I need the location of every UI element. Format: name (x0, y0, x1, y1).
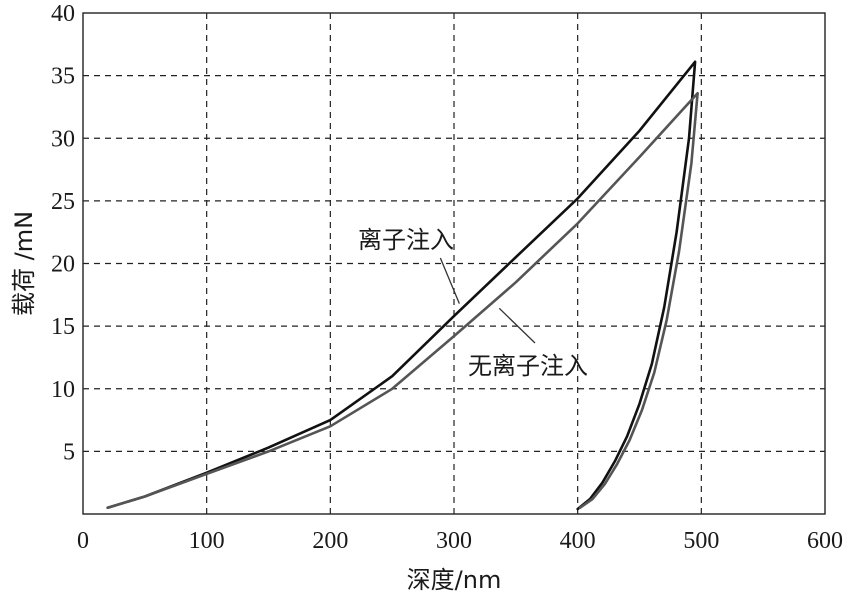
y-tick-label: 35 (51, 64, 75, 90)
annotation-no-ion-implanted: 无离子注入 (468, 352, 588, 380)
y-tick-label: 15 (51, 314, 75, 340)
grid (83, 13, 825, 514)
series-line-1 (106, 60, 697, 511)
tick-labels: 0 100 200 300 400 500 600 5 10 15 20 25 30 35 40 (51, 1, 843, 554)
plot-frame (82, 12, 826, 515)
x-tick-label: 0 (77, 528, 89, 554)
x-tick-label: 100 (189, 528, 225, 554)
y-tick-label: 20 (51, 252, 75, 278)
x-tick-label: 400 (560, 528, 596, 554)
annotation-ion-implanted: 离子注入 (358, 226, 454, 254)
series-line-2 (106, 91, 699, 510)
x-tick-label: 600 (807, 528, 843, 554)
x-tick-label: 300 (436, 528, 472, 554)
x-tick-label: 200 (312, 528, 348, 554)
x-tick-label: 500 (683, 528, 719, 554)
y-tick-label: 40 (51, 1, 75, 27)
y-tick-label: 5 (63, 439, 75, 465)
y-tick-label: 30 (51, 126, 75, 152)
annotation-leader-ion (439, 257, 460, 304)
series-layer (106, 60, 699, 511)
y-axis-title: 载荷 /mN (10, 211, 38, 316)
y-tick-label: 10 (51, 377, 75, 403)
x-axis-title: 深度/nm (407, 566, 502, 594)
annotation-leader-no-ion (498, 307, 536, 344)
y-tick-label: 25 (51, 189, 75, 215)
